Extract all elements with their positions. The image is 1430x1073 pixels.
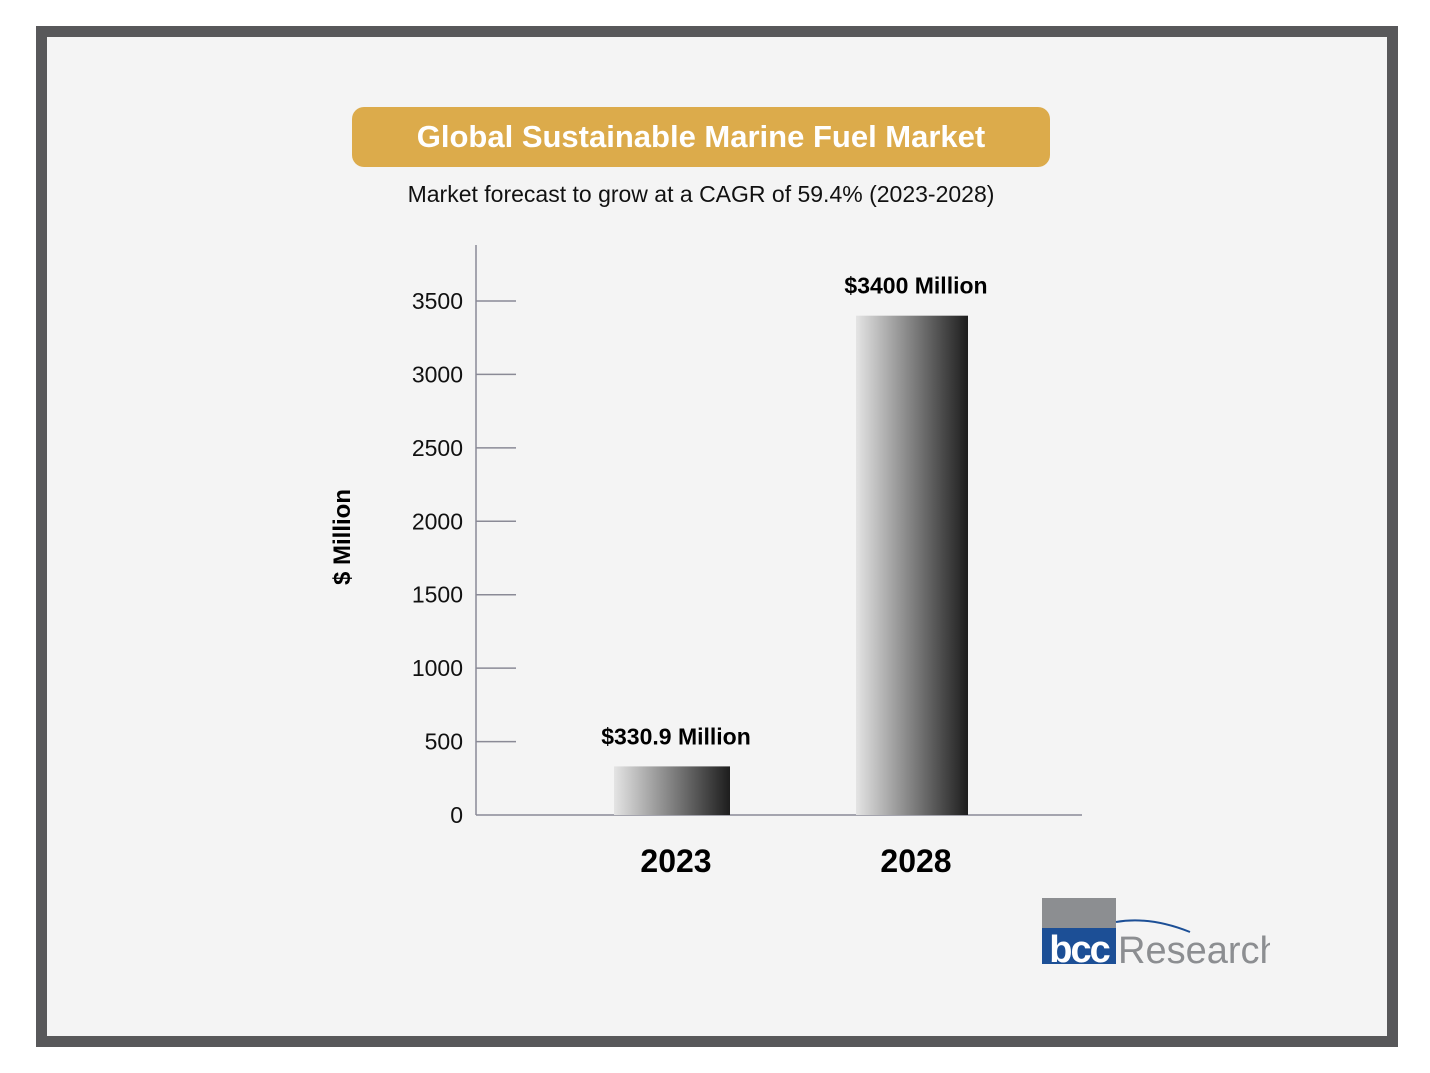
y-tick-label: 1500 xyxy=(412,582,463,608)
y-tick-label: 500 xyxy=(425,729,463,755)
chart-title: Global Sustainable Marine Fuel Market xyxy=(352,107,1050,167)
y-tick-label: 3500 xyxy=(412,288,463,314)
bcc-research-logo: bcc Research xyxy=(1040,898,1281,972)
y-tick-label: 2500 xyxy=(412,435,463,461)
bar-2028 xyxy=(856,315,968,815)
y-tick-label: 2000 xyxy=(412,508,463,534)
y-tick-label: 3000 xyxy=(412,361,463,387)
chart-subtitle: Market forecast to grow at a CAGR of 59.… xyxy=(407,181,995,207)
x-tick-label-2023: 2023 xyxy=(640,843,711,879)
y-axis-label: $ Million xyxy=(329,489,356,585)
logo-text: Research xyxy=(1118,930,1270,970)
chart-frame xyxy=(36,26,1398,1047)
bar-2023 xyxy=(614,766,730,815)
y-tick-label: 0 xyxy=(450,802,463,828)
logo-mark: bcc xyxy=(1049,929,1110,970)
data-label-2023: $330.9 Million xyxy=(601,723,751,749)
data-label-2028: $3400 Million xyxy=(844,273,987,299)
bcc-logo-icon: bcc Research xyxy=(1042,898,1281,972)
y-tick-label: 1000 xyxy=(412,655,463,681)
x-tick-label-2028: 2028 xyxy=(880,843,951,879)
